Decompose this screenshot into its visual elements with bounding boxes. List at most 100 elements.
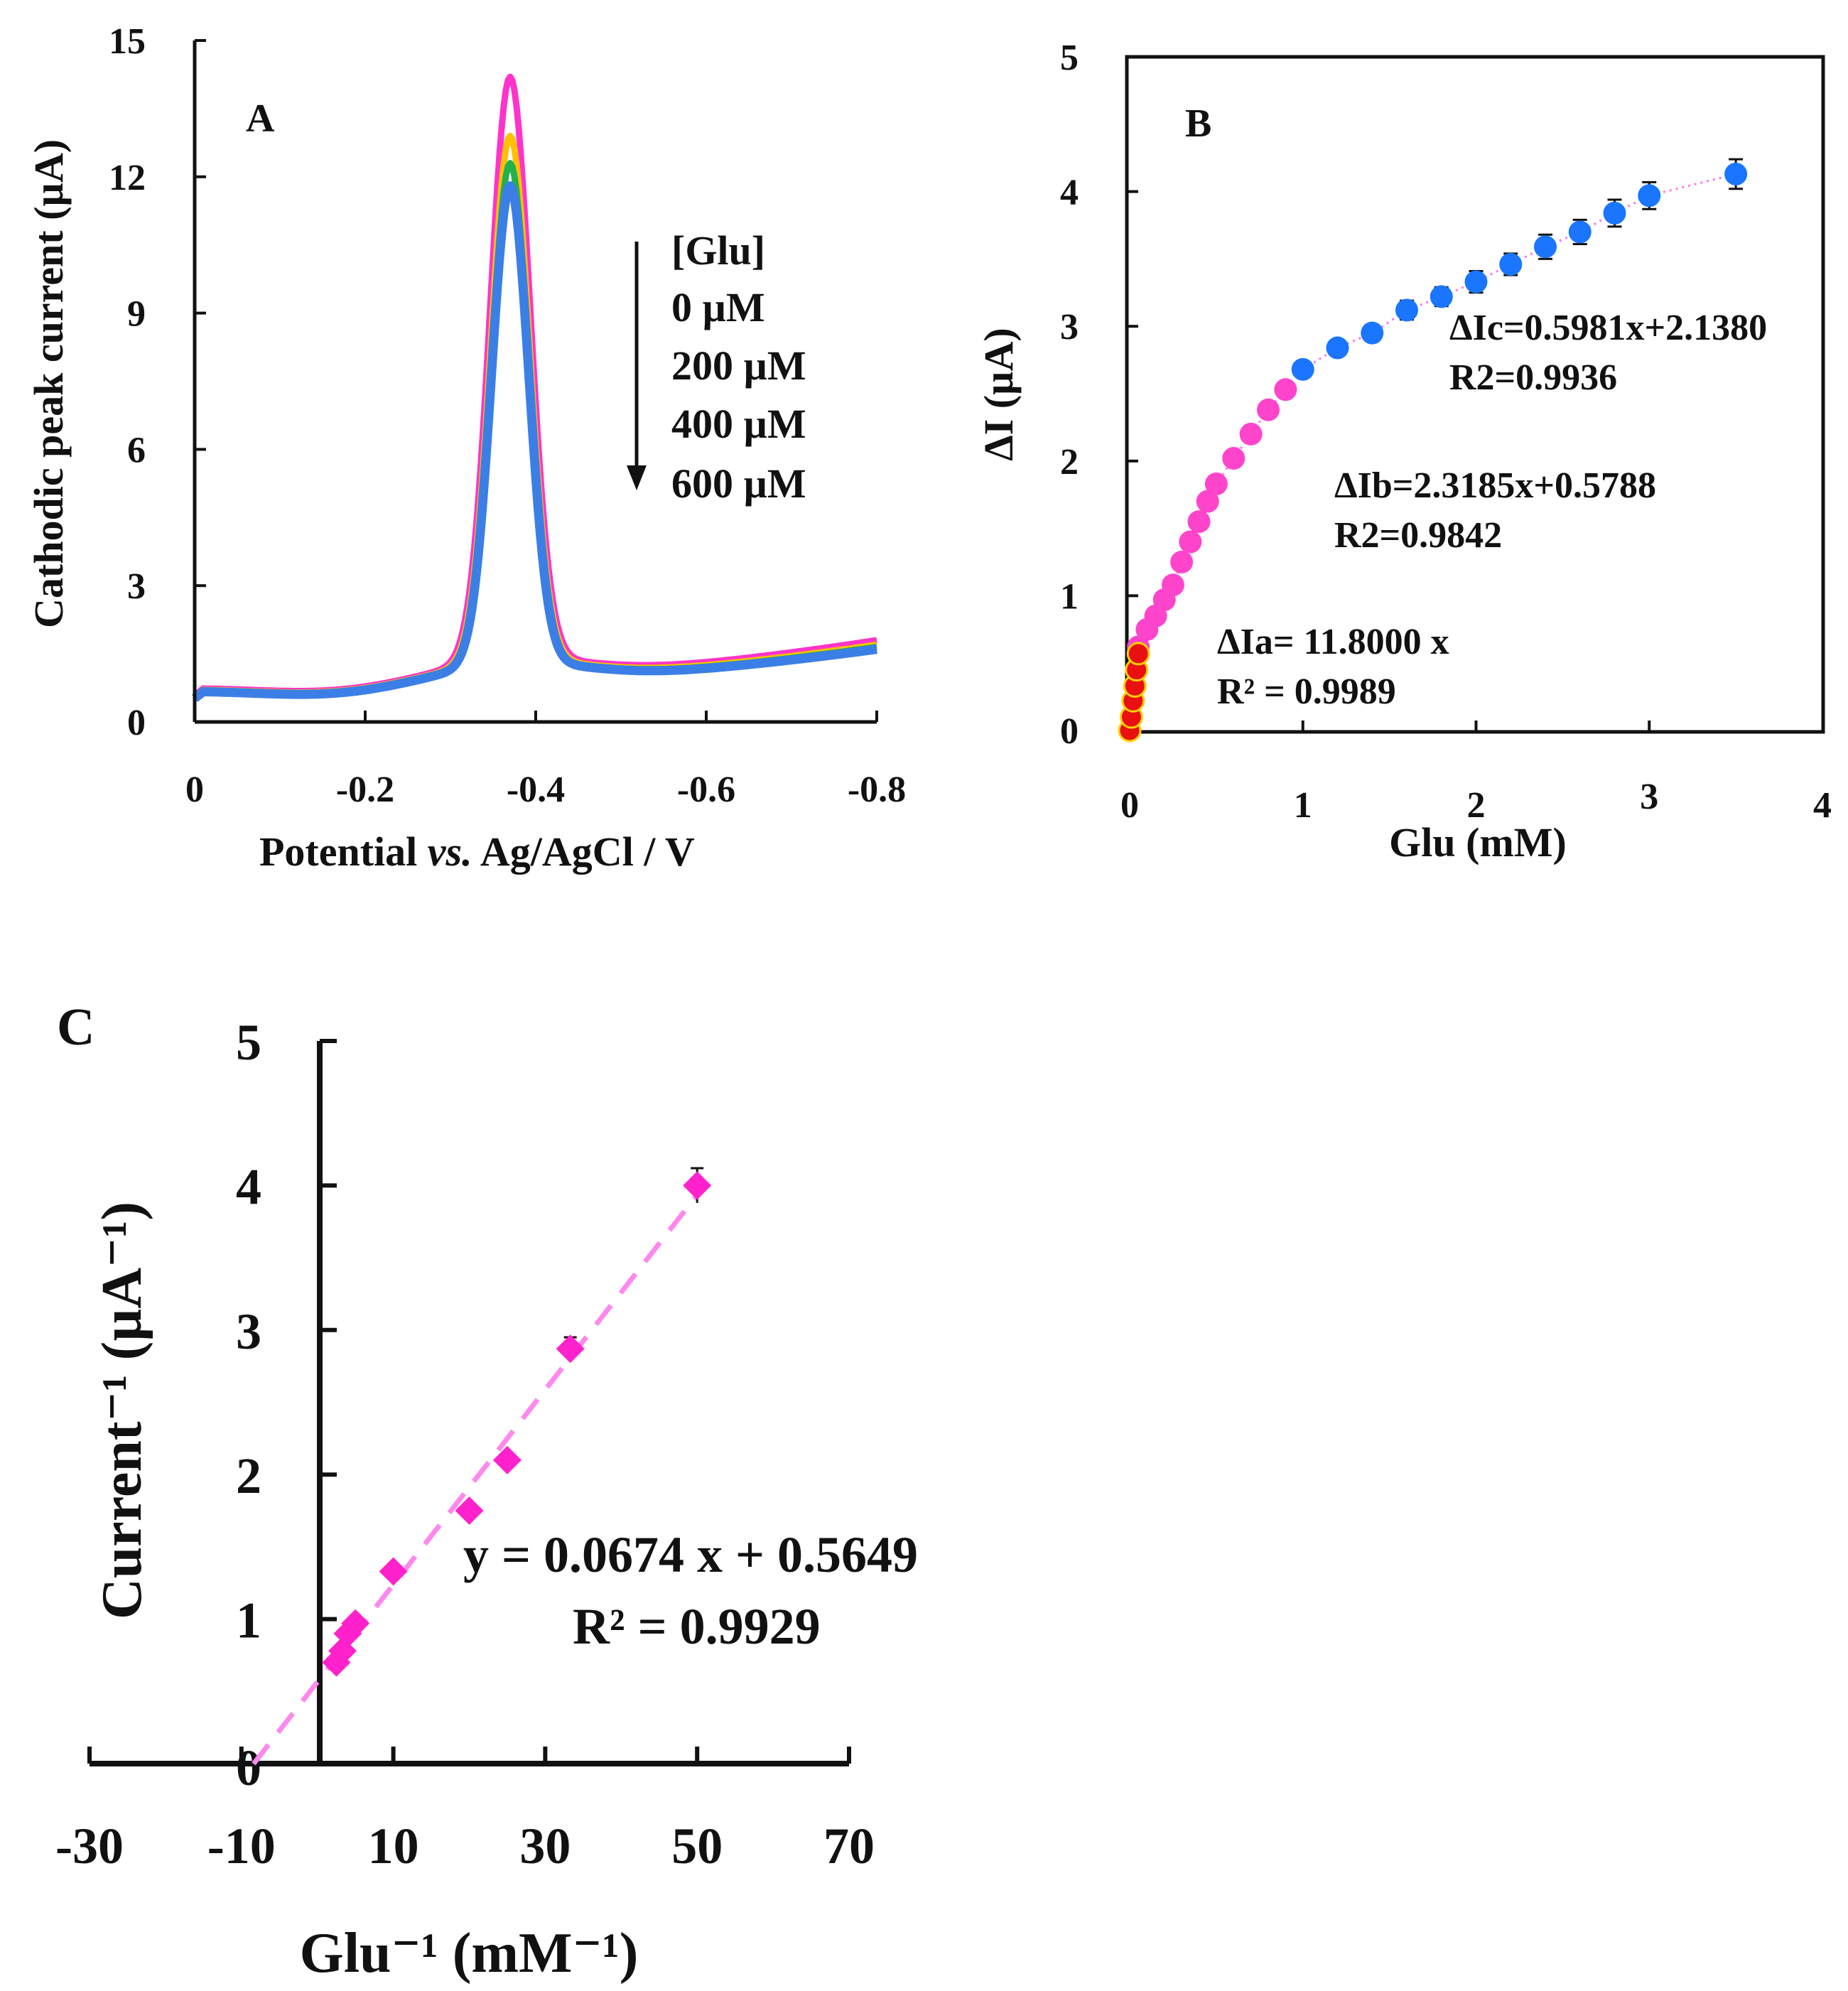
panel-b-annotation-a-eq: ΔIa= 11.8000 x [1217,622,1449,662]
panel-a: A 0 3 6 9 12 15 0 -0.2 -0.4 -0.6 -0.8 Potential v… [26,21,906,875]
panel-c-y-axis-title: Current⁻¹ (µA⁻¹) [91,1202,153,1619]
panel-b-point-c [1326,336,1349,360]
panel-b-point-c [1499,252,1523,276]
panel-b-annotation-b-r2: R2=0.9842 [1334,515,1502,556]
panel-c-x-tick-label: -10 [207,1818,276,1874]
panel-b-point-b [1222,447,1245,470]
panel-c-annotation-r2: R² = 0.9929 [573,1598,821,1655]
panel-a-label: A [246,97,275,141]
panel-b-y-tick-label: 4 [1060,173,1079,213]
panel-a-y-tick-label: 12 [109,158,146,198]
panel-a-x-tick-label: 0 [185,770,204,810]
panel-b-x-tick-label: 1 [1294,785,1312,826]
panel-c-point [379,1557,408,1586]
panel-a-y-tick-label: 9 [127,294,146,335]
panel-a-x-axis-title: Potential vs. Ag/AgCl / V [259,829,695,875]
panel-a-y-ticks: 0 3 6 9 12 15 [109,21,206,743]
panel-b-label: B [1185,102,1211,146]
panel-a-x-tick-label: -0.4 [507,770,565,810]
panel-b-x-tick-label: 3 [1640,777,1658,817]
panel-c-point [683,1171,712,1200]
panel-b-point-c [1568,220,1592,244]
panel-c-x-tick-label: 30 [519,1818,571,1874]
panel-a-y-tick-label: 3 [127,566,146,607]
panel-b-x-axis-title: Glu (mM) [1389,819,1567,865]
panel-b-point-b [1204,473,1228,496]
panel-b-annotation-c-r2: R2=0.9936 [1449,357,1617,398]
panel-c-y-tick-label: 3 [236,1303,261,1360]
panel-a-y-tick-label: 0 [127,703,146,743]
panel-b-point-b [1161,573,1184,597]
panel-b-point-c [1603,201,1626,225]
panel-b-point-c [1724,162,1748,185]
panel-a-xlabel-part3: Ag/AgCl / V [472,829,695,875]
panel-c-point [492,1445,522,1474]
panel-a-x-tick-label: -0.2 [336,770,394,810]
panel-b-annotation-b-eq: ΔIb=2.3185x+0.5788 [1334,465,1656,506]
panel-b-point-c [1430,285,1453,308]
panel-a-xlabel-part2: vs. [428,829,472,875]
panel-b-points [1118,158,1748,743]
panel-c-trendline [252,1193,699,1766]
panel-c-x-tick-label: 10 [368,1818,419,1874]
panel-a-y-axis-title: Cathodic peak current (µA) [26,139,72,628]
panel-a-legend-entry-3: 600 µM [671,460,806,507]
panel-b-point-c [1361,321,1384,345]
panel-a-legend-entry-0: 0 µM [671,284,765,330]
panel-c-fit-line [252,1193,699,1766]
panel-b-annotation-a-r2: R² = 0.9989 [1217,671,1396,712]
panel-c-label: C [57,998,94,1057]
panel-b-x-tick-label: 0 [1120,785,1139,826]
panel-c-x-tick-label: -30 [55,1818,124,1874]
panel-c-y-tick-label: 1 [236,1592,261,1649]
panel-c-x-axis-title: Glu⁻¹ (mM⁻¹) [300,1922,639,1985]
panel-c-x-ticks: -30 -10 10 30 50 70 [55,1747,875,1874]
panel-b-point-b [1187,510,1211,534]
panel-c-point [556,1334,585,1364]
panel-b-point-c [1638,184,1661,207]
panel-b-point-b [1179,530,1202,554]
panel-b-y-tick-label: 5 [1060,38,1079,78]
panel-b-y-tick-label: 0 [1060,711,1079,752]
panel-a-curves [191,73,880,702]
panel-b-point-b [1257,398,1280,421]
panel-a-y-tick-label: 15 [109,21,146,62]
panel-a-legend-entry-1: 200 µM [671,342,806,389]
panel-b-point-c [1395,298,1418,322]
panel-b-y-tick-label: 2 [1060,442,1079,482]
panel-b-point-b [1239,422,1263,446]
panel-b-point-a [1126,642,1150,666]
panel-b-point-b [1196,490,1219,513]
panel-b-y-tick-label: 3 [1060,307,1079,347]
panel-a-series-line [191,181,880,702]
panel-b-point-c [1464,270,1488,293]
panel-a-xlabel-part1: Potential [259,829,428,875]
panel-b-point-c [1291,357,1314,381]
panel-b-annotation-c-eq: ΔIc=0.5981x+2.1380 [1449,308,1767,348]
panel-a-legend-title: [Glu] [671,227,765,274]
panel-c-annotation-eq: y = 0.0674 x + 0.5649 [463,1526,918,1583]
panel-b-x-ticks: 0 1 2 3 4 [1120,721,1832,826]
panel-a-y-tick-label: 6 [127,430,146,470]
panel-a-legend-arrowhead [627,465,647,490]
panel-b-x-tick-label: 4 [1813,785,1832,826]
panel-b-point-b [1170,551,1194,573]
panel-c-y-tick-label: 2 [236,1447,261,1504]
panel-c-x-tick-label: 70 [823,1818,875,1874]
panel-c-point [341,1609,370,1638]
panel-b-point-c [1534,235,1557,259]
panel-a-x-ticks: 0 -0.2 -0.4 -0.6 -0.8 [185,711,906,810]
panel-b-y-ticks: 0 1 2 3 4 5 [1060,38,1138,752]
panel-b-point-b [1274,378,1297,401]
panel-a-legend-entry-2: 400 µM [671,401,806,447]
panel-a-x-tick-label: -0.8 [848,770,906,810]
panel-c-x-tick-label: 50 [671,1818,723,1874]
panel-c-points [322,1167,712,1677]
panel-c-y-tick-label: 4 [236,1158,261,1215]
panel-b-x-tick-label: 2 [1467,785,1486,826]
panel-b-y-axis-title: ΔI (µA) [976,328,1022,460]
panel-b: B 0 1 2 3 4 5 0 1 2 3 4 Glu (mM) ΔI (µA) ΔIc=0.59… [976,38,1832,865]
